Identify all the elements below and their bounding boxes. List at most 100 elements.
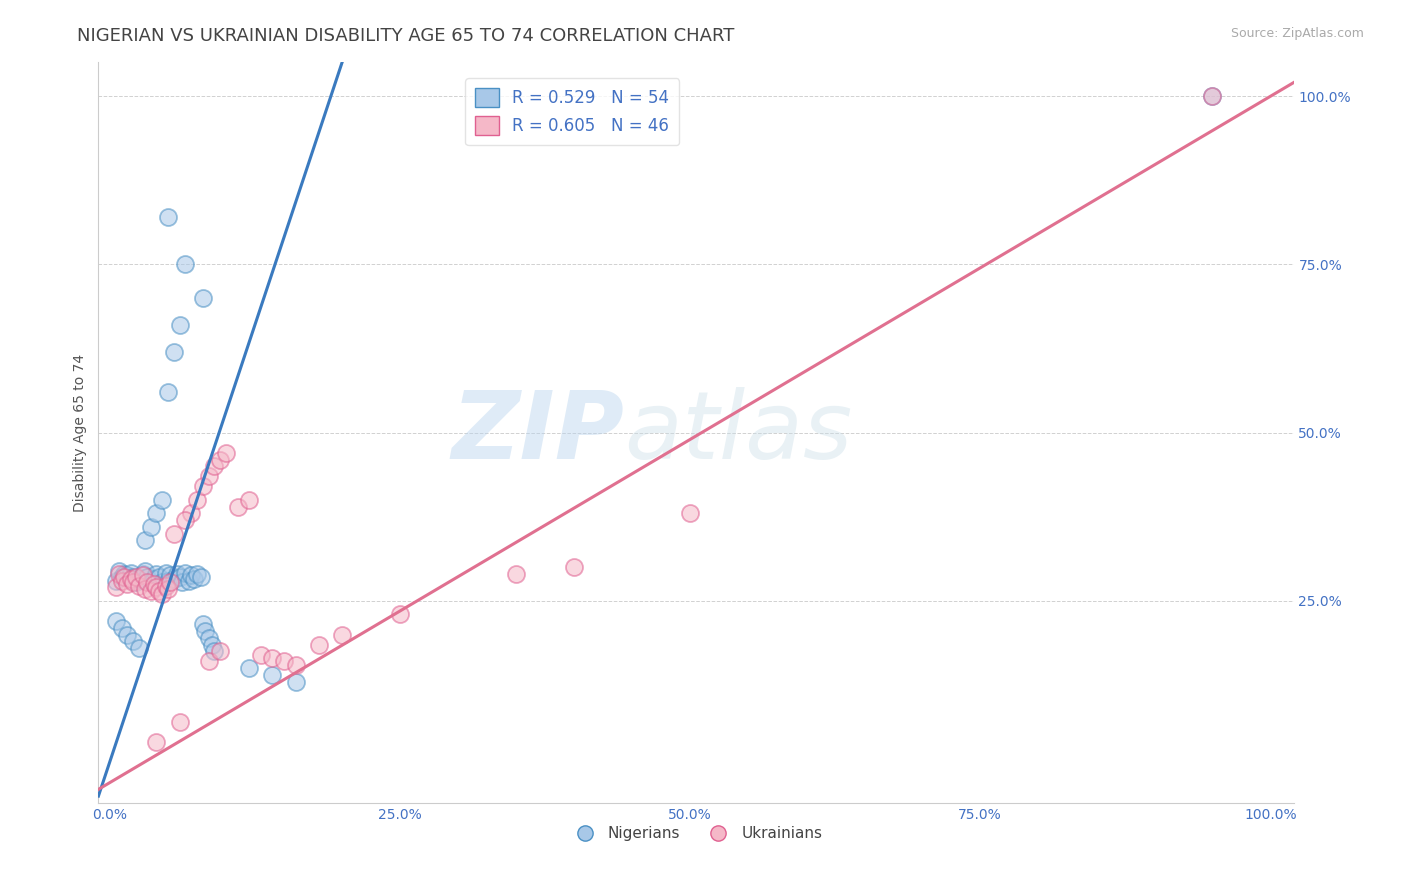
Point [124, 575, 146, 590]
Point [174, 566, 197, 580]
Point [201, 638, 224, 652]
Point [284, 674, 307, 689]
Y-axis label: Disability Age 65 to 74: Disability Age 65 to 74 [73, 353, 87, 512]
Point [139, 520, 162, 534]
Point [330, 627, 353, 641]
Text: ZIP: ZIP [451, 386, 624, 479]
Point [505, 566, 527, 581]
Text: atlas: atlas [624, 387, 852, 478]
Point [143, 572, 166, 586]
Point [128, 572, 150, 586]
Point [117, 627, 139, 641]
Point [136, 570, 159, 584]
Point [157, 574, 180, 588]
Point [122, 634, 145, 648]
Point [180, 568, 202, 582]
Point [104, 581, 127, 595]
Point [177, 574, 200, 588]
Point [104, 574, 127, 588]
Point [209, 452, 232, 467]
Point [157, 385, 180, 400]
Point [131, 566, 153, 581]
Point [389, 607, 412, 622]
Point [170, 575, 193, 590]
Point [139, 575, 162, 590]
Point [186, 566, 208, 581]
Point [238, 492, 260, 507]
Point [108, 566, 131, 581]
Point [204, 459, 226, 474]
Point [111, 570, 134, 584]
Point [562, 560, 585, 574]
Point [117, 577, 139, 591]
Point [155, 579, 177, 593]
Point [174, 257, 197, 271]
Point [679, 507, 702, 521]
Point [136, 575, 159, 590]
Point [157, 582, 180, 596]
Point [122, 570, 145, 584]
Point [215, 446, 238, 460]
Point [262, 668, 284, 682]
Point [128, 640, 150, 655]
Point [150, 587, 173, 601]
Point [139, 583, 162, 598]
Point [112, 566, 135, 581]
Point [157, 211, 180, 225]
Point [191, 479, 214, 493]
Point [204, 644, 226, 658]
Point [166, 566, 188, 581]
Point [163, 572, 186, 586]
Point [191, 291, 214, 305]
Point [191, 617, 214, 632]
Point [183, 572, 205, 586]
Point [174, 513, 197, 527]
Point [104, 614, 127, 628]
Point [284, 657, 307, 672]
Point [169, 318, 191, 332]
Point [148, 583, 170, 598]
Point [131, 568, 153, 582]
Point [262, 651, 284, 665]
Point [159, 568, 181, 582]
Point [145, 566, 167, 581]
Point [143, 577, 166, 591]
Point [163, 344, 186, 359]
Point [190, 570, 212, 584]
Point [117, 568, 139, 582]
Point [163, 526, 186, 541]
Point [108, 564, 131, 578]
Point [128, 579, 150, 593]
Point [308, 638, 330, 652]
Point [159, 575, 181, 590]
Text: Source: ZipAtlas.com: Source: ZipAtlas.com [1230, 27, 1364, 40]
Point [250, 648, 273, 662]
Point [124, 570, 146, 584]
Point [155, 566, 177, 580]
Point [1201, 89, 1223, 103]
Point [186, 492, 208, 507]
Point [1201, 89, 1223, 103]
Point [150, 575, 173, 590]
Point [197, 469, 219, 483]
Point [134, 564, 156, 578]
Point [148, 570, 170, 584]
Point [273, 655, 295, 669]
Point [111, 574, 134, 588]
Point [180, 507, 202, 521]
Point [150, 492, 173, 507]
Point [112, 570, 135, 584]
Point [145, 735, 167, 749]
Point [169, 570, 191, 584]
Text: NIGERIAN VS UKRAINIAN DISABILITY AGE 65 TO 74 CORRELATION CHART: NIGERIAN VS UKRAINIAN DISABILITY AGE 65 … [77, 27, 735, 45]
Point [194, 624, 217, 639]
Legend: Nigerians, Ukrainians: Nigerians, Ukrainians [564, 820, 828, 847]
Point [238, 661, 260, 675]
Point [145, 507, 167, 521]
Point [169, 714, 191, 729]
Point [209, 644, 232, 658]
Point [226, 500, 249, 514]
Point [111, 621, 134, 635]
Point [134, 582, 156, 596]
Point [197, 631, 219, 645]
